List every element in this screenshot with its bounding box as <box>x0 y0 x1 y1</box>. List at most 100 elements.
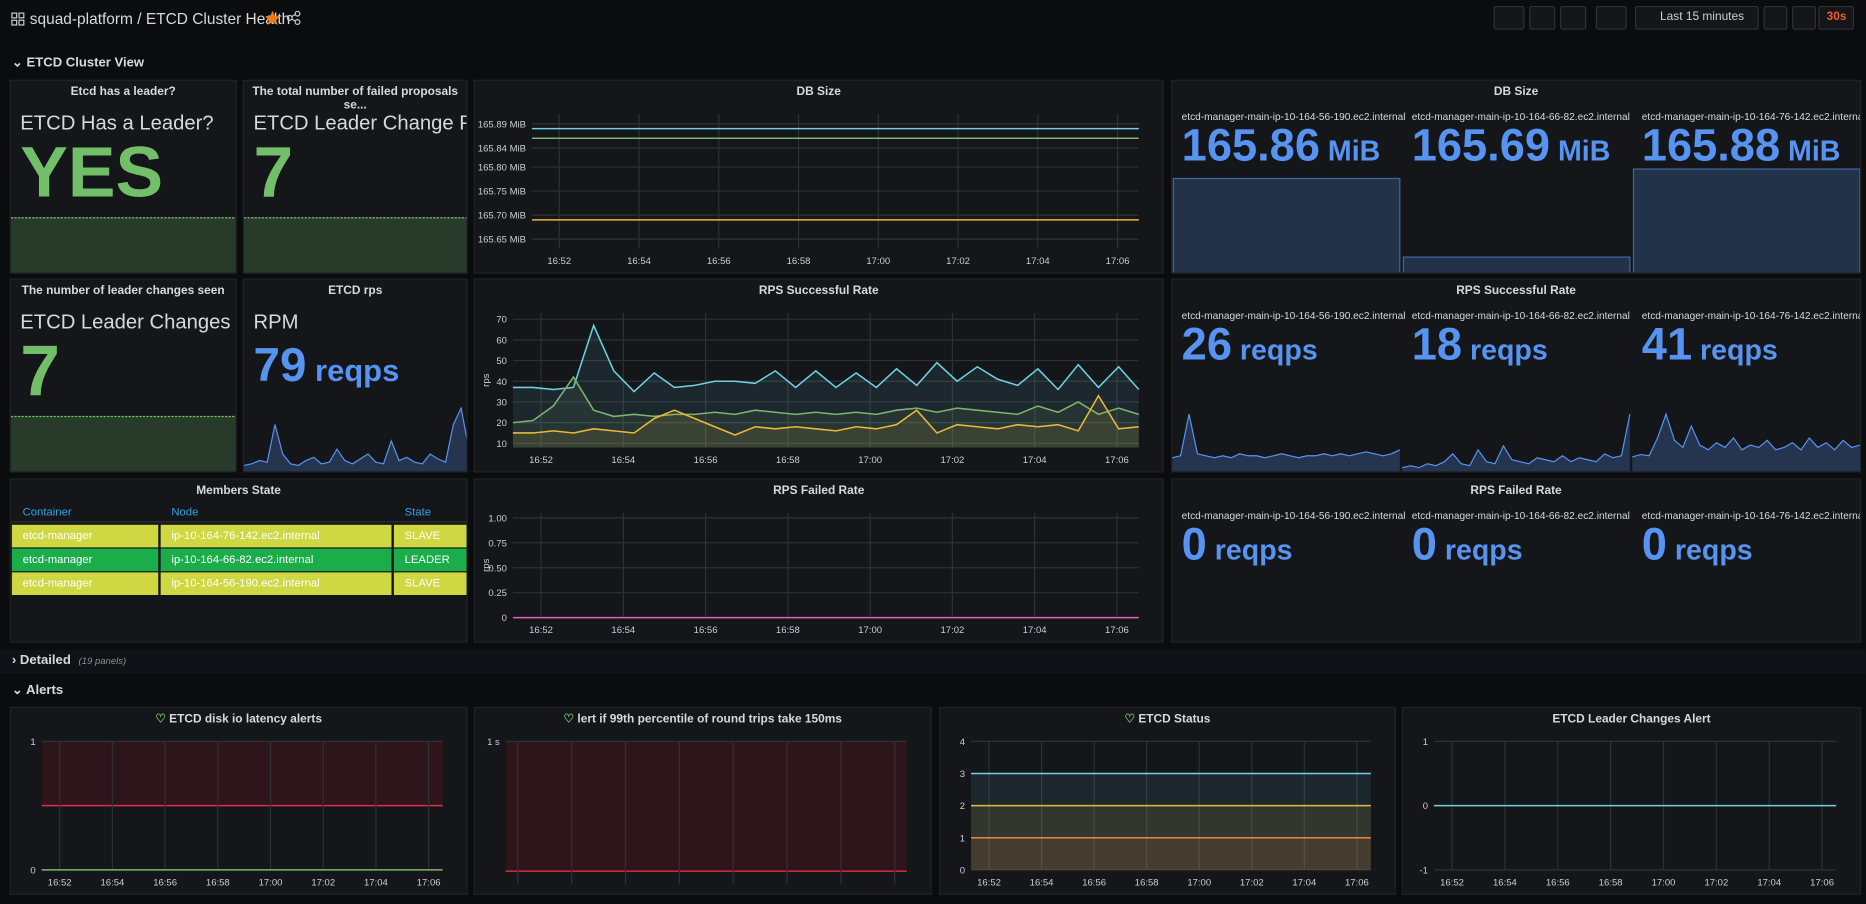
stat-value-row: 0 reqps <box>1182 520 1293 571</box>
y-tick-label: 1 <box>960 833 965 844</box>
panel-title-text: lert if 99th percentile of round trips t… <box>577 712 842 726</box>
stat-value-row: 0 reqps <box>1642 520 1753 571</box>
star[interactable] <box>264 10 281 27</box>
panel: The total number of failed proposals se.… <box>242 79 468 274</box>
panel-title-text: ETCD Status <box>1138 712 1211 726</box>
zoom-out[interactable] <box>1763 5 1788 30</box>
y-axis-label: rps <box>481 373 492 386</box>
stat-unit: reqps <box>1700 334 1778 367</box>
panel-title: DB Size <box>1172 86 1860 99</box>
x-tick-label: 17:04 <box>1292 877 1317 888</box>
stat-value-row: 41 reqps <box>1642 320 1778 371</box>
y-tick-label: 60 <box>496 335 507 346</box>
stat-spark <box>10 217 236 273</box>
stat-value: 26 <box>1181 320 1232 371</box>
x-tick-label: 16:58 <box>1135 877 1159 888</box>
x-tick-label: 17:02 <box>311 877 335 888</box>
stat-value: YES <box>20 132 164 212</box>
y-tick-label: 0 <box>960 865 965 876</box>
panel-title: ♡ ETCD Status <box>940 713 1395 726</box>
stat-background <box>1402 256 1631 273</box>
stat-value: 0 <box>1181 520 1207 571</box>
series-area <box>971 773 1371 870</box>
sparkline <box>1402 414 1631 469</box>
stat-background <box>1172 177 1401 273</box>
refresh-interval[interactable]: 30s <box>1818 5 1855 30</box>
row-title[interactable]: ⌄ Alerts <box>11 683 64 698</box>
x-tick-label: 16:56 <box>1082 877 1106 888</box>
threshold-area <box>505 741 907 872</box>
stat-space <box>1692 334 1700 366</box>
stat-name: etcd-manager-main-ip-10-164-66-82.ec2.in… <box>1411 509 1630 522</box>
settings[interactable] <box>1560 5 1587 30</box>
dashboard-title[interactable]: squad-platform / ETCD Cluster Health <box>29 9 291 28</box>
series-line <box>512 375 1140 424</box>
x-tick-label: 17:02 <box>940 625 964 636</box>
x-tick-label: 17:06 <box>1105 625 1129 636</box>
sparkline <box>243 406 467 467</box>
panel-title-text: RPS Failed Rate <box>1470 484 1562 498</box>
graph: -1 0 1 16:52 16:54 16:56 16:58 17:00 17:02 17:04 1… <box>1420 737 1837 888</box>
panel: Members State Container Node State etcd-mana… <box>9 478 468 643</box>
stat-unit: reqps <box>315 352 400 388</box>
panel-title: ♡ lert if 99th percentile of round trips… <box>475 713 931 726</box>
stat-name: etcd-manager-main-ip-10-164-76-142.ec2.i… <box>1641 309 1862 322</box>
x-tick-label: 17:04 <box>1026 256 1051 267</box>
stat-value-row: 0 reqps <box>1412 520 1523 571</box>
grid-icon[interactable] <box>11 12 25 26</box>
stat-name: etcd-manager-main-ip-10-164-66-82.ec2.in… <box>1411 110 1630 123</box>
refresh[interactable] <box>1792 5 1816 30</box>
y-tick-label: 20 <box>496 418 507 429</box>
alert-heart: ♡ <box>1124 712 1139 726</box>
multistat-spark <box>1172 168 1860 273</box>
panel-title-text: RPS Successful Rate <box>758 284 879 298</box>
stat-value: 165.88 <box>1641 121 1781 172</box>
stat-unit: reqps <box>1469 334 1548 367</box>
row-title[interactable]: › Detailed <box>11 653 71 668</box>
x-tick-label: 17:00 <box>259 877 283 888</box>
x-tick-label: 17:02 <box>940 455 964 466</box>
sparkline <box>1632 412 1860 458</box>
panel-title-text: Members State <box>196 484 281 498</box>
y-axis-label: rps <box>481 558 492 571</box>
stat-unit: MiB <box>1557 135 1611 168</box>
x-tick-label: 17:00 <box>1652 877 1676 888</box>
stat-space <box>1232 334 1240 366</box>
panel: RPS Failed Rate 0 0.25 0.50 0.75 1.00 16:52 16:… <box>473 478 1164 643</box>
y-tick-label: 165.70 MiB <box>478 211 526 222</box>
stat-label: ETCD Has a Leader? <box>20 111 214 135</box>
x-tick-label: 16:54 <box>611 625 636 636</box>
stat-spark <box>243 217 467 273</box>
graph: 165.65 MiB 165.70 MiB 165.75 MiB 165.80 MiB… <box>478 114 1139 267</box>
x-tick-label: 16:56 <box>694 625 718 636</box>
time-picker[interactable]: Last 15 minutes <box>1635 5 1759 30</box>
row-title[interactable]: ⌄ ETCD Cluster View <box>11 55 145 71</box>
x-tick-label: 17:02 <box>946 256 970 267</box>
tv-mode[interactable] <box>1595 5 1627 30</box>
stat-name: etcd-manager-main-ip-10-164-76-142.ec2.i… <box>1641 509 1862 522</box>
panel: RPS Successful Rate etcd-manager-main-ip-… <box>1170 278 1862 473</box>
collapsed-row[interactable] <box>0 649 1866 674</box>
panel-title: Members State <box>11 484 467 497</box>
x-tick-label: 16:58 <box>776 455 800 466</box>
graph: 0 0.25 0.50 0.75 1.00 16:52 16:54 16:56 16:58 17:… <box>481 512 1139 636</box>
save[interactable] <box>1529 5 1556 30</box>
table-cell: LEADER <box>393 548 467 572</box>
panel: ETCD Leader Changes Alert -1 0 1 16:52 16:54 1… <box>1401 706 1862 895</box>
panel-title: Etcd has a leader? <box>11 86 236 99</box>
panel-title: ♡ ETCD disk io latency alerts <box>11 713 467 726</box>
stat-space <box>1320 136 1328 168</box>
panel-title: RPS Failed Rate <box>475 484 1163 497</box>
x-tick-label: 17:04 <box>364 877 389 888</box>
y-tick-label: 1 s <box>487 737 500 748</box>
share[interactable] <box>286 10 301 25</box>
x-tick-label: 17:04 <box>1023 455 1048 466</box>
stat-label: ETCD Leader Changes <box>20 310 231 334</box>
add-panel[interactable] <box>1493 5 1525 30</box>
y-tick-label: 165.89 MiB <box>478 119 526 130</box>
y-tick-label: 165.75 MiB <box>478 187 526 198</box>
stat-value-row: 7 <box>253 131 293 213</box>
x-tick-label: 16:52 <box>48 877 72 888</box>
table-cell: ip-10-164-66-82.ec2.internal <box>160 548 392 572</box>
stat-name: etcd-manager-main-ip-10-164-56-190.ec2.i… <box>1181 509 1406 522</box>
